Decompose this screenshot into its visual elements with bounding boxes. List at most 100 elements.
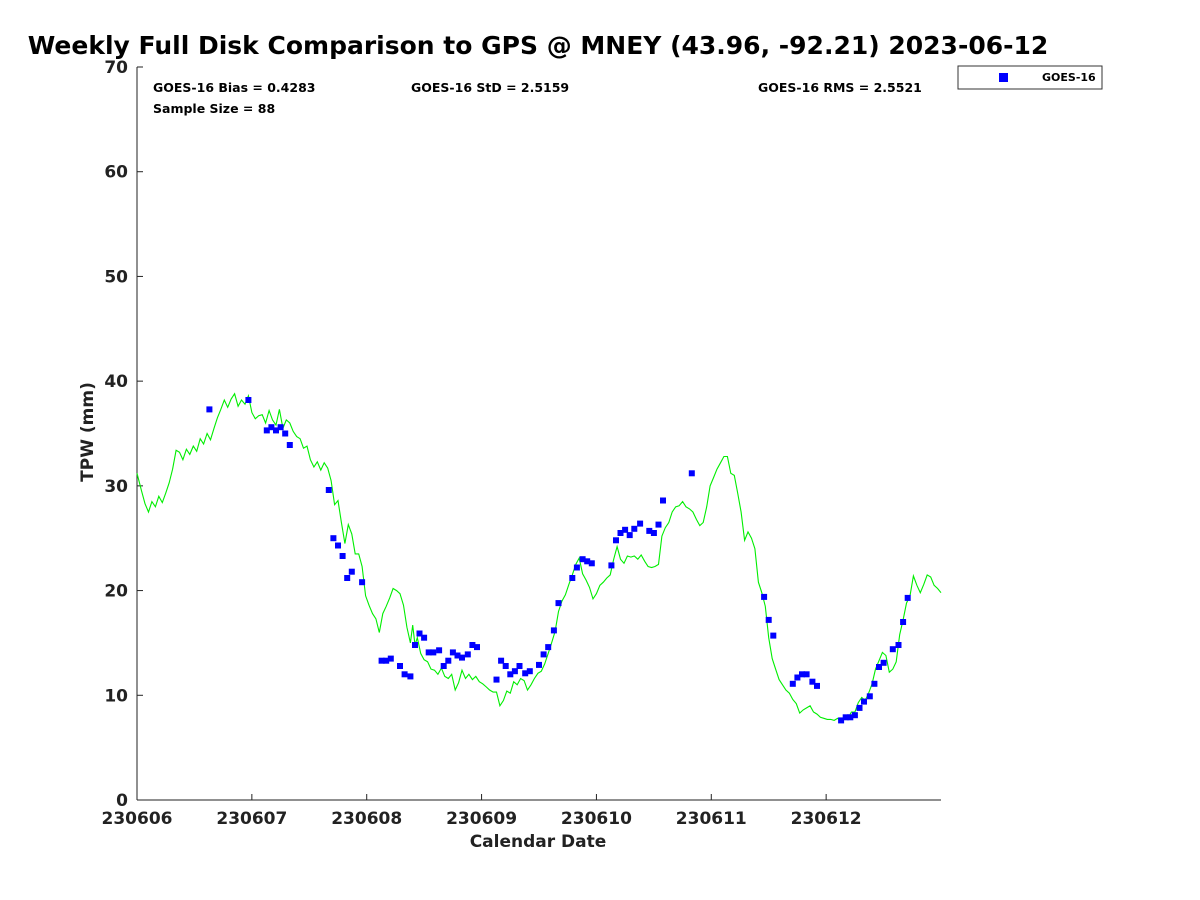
goes16-point (814, 682, 820, 689)
series-layer (136, 392, 942, 724)
goes16-point (273, 427, 279, 434)
goes16-point (206, 406, 213, 413)
goes16-point (761, 593, 768, 600)
goes16-point (330, 535, 337, 542)
goes16-point (430, 649, 437, 656)
goes16-point (613, 537, 619, 544)
legend: GOES-16 (957, 65, 1103, 90)
goes16-point (277, 424, 284, 431)
goes16-point (540, 651, 547, 658)
x-axis-label: Calendar Date (470, 832, 607, 852)
goes16-point (282, 430, 289, 437)
goes16-point (856, 704, 863, 711)
rms-stat: GOES-16 RMS = 2.5521 (758, 80, 922, 95)
goes16-point (449, 649, 456, 656)
goes16-point (889, 646, 896, 653)
goes16-point (622, 526, 629, 533)
goes16-point (588, 560, 595, 567)
x-axis-ticks: 230606 230607 230608 230609 230610 230611 2306… (102, 794, 862, 829)
goes16-point (522, 670, 529, 677)
goes16-point (502, 663, 509, 669)
goes16-point (454, 652, 461, 659)
goes16-point (851, 712, 858, 719)
goes16-point (263, 427, 270, 434)
goes16-point (378, 657, 385, 664)
goes16-point (536, 661, 542, 668)
y-tick-label: 30 (104, 477, 128, 497)
goes16-point (245, 397, 252, 403)
goes16-point (397, 663, 403, 669)
y-tick-label: 0 (116, 791, 128, 811)
goes16-point (847, 714, 854, 721)
goes16-point (440, 663, 447, 669)
goes16-point (688, 470, 695, 477)
goes16-point (516, 663, 523, 669)
goes16-point (436, 647, 443, 654)
std-stat: GOES-16 StD = 2.5159 (411, 80, 569, 95)
y-tick-label: 40 (104, 372, 128, 392)
goes16-point (617, 530, 624, 536)
goes16-point (631, 525, 638, 532)
goes16-point (359, 579, 366, 586)
plot-area: 0 10 20 30 40 50 60 70 230606 230607 230608 230609… (102, 58, 942, 829)
goes16-point (900, 619, 907, 625)
goes16-point (626, 532, 633, 539)
goes16-point (861, 698, 867, 705)
goes16-point (794, 674, 801, 681)
goes16-point (770, 632, 777, 639)
y-axis-label: TPW (mm) (78, 382, 98, 482)
legend-label: GOES-16 (1042, 71, 1096, 84)
goes16-point (464, 651, 471, 658)
goes16-point (507, 671, 514, 678)
goes16-point (469, 642, 476, 648)
goes16-point (838, 717, 845, 724)
goes16-point (789, 680, 796, 687)
bias-stat: GOES-16 Bias = 0.4283 (153, 80, 315, 95)
goes16-point (339, 553, 346, 559)
y-tick-label: 60 (104, 163, 128, 183)
y-tick-label: 70 (104, 58, 128, 78)
chart-title: Weekly Full Disk Comparison to GPS @ MNE… (28, 31, 1049, 60)
goes16-point (511, 668, 518, 675)
goes16-point (880, 659, 887, 666)
goes16-point (650, 530, 657, 536)
goes16-point (579, 556, 586, 563)
goes16-point (498, 657, 505, 664)
y-tick-label: 50 (104, 267, 128, 287)
goes16-point (803, 671, 810, 678)
goes16-point (545, 644, 552, 651)
goes16-point (445, 657, 452, 664)
gps-tpw-line (136, 392, 942, 723)
goes16-point (407, 673, 414, 680)
goes16-point (660, 497, 666, 504)
sample-size-stat: Sample Size = 88 (153, 101, 275, 116)
goes16-point (474, 644, 480, 651)
goes16-point (555, 600, 562, 607)
goes16-point (569, 575, 576, 581)
goes16-point (608, 562, 615, 569)
goes16-point (268, 424, 275, 431)
goes16-point (550, 627, 557, 634)
goes16-point (526, 668, 533, 675)
goes16-point (765, 616, 772, 623)
goes16-point (421, 634, 428, 641)
goes16-point (425, 649, 432, 656)
goes16-point (325, 487, 332, 493)
goes16-point (809, 678, 816, 685)
goes16-point (493, 676, 500, 683)
y-tick-label: 10 (104, 686, 128, 706)
x-tick-label: 230612 (791, 809, 862, 829)
goes16-point (412, 642, 418, 648)
goes16-point (348, 568, 355, 575)
goes16-point (637, 520, 644, 527)
y-axis-ticks: 0 10 20 30 40 50 60 70 (104, 58, 143, 811)
goes16-point (459, 654, 465, 661)
x-tick-label: 230607 (216, 809, 287, 829)
goes16-point (335, 542, 341, 549)
goes16-point (655, 521, 662, 528)
goes16-point (416, 630, 423, 637)
goes16-point (876, 664, 882, 670)
goes16-point (842, 714, 849, 721)
goes16-point (383, 657, 390, 664)
